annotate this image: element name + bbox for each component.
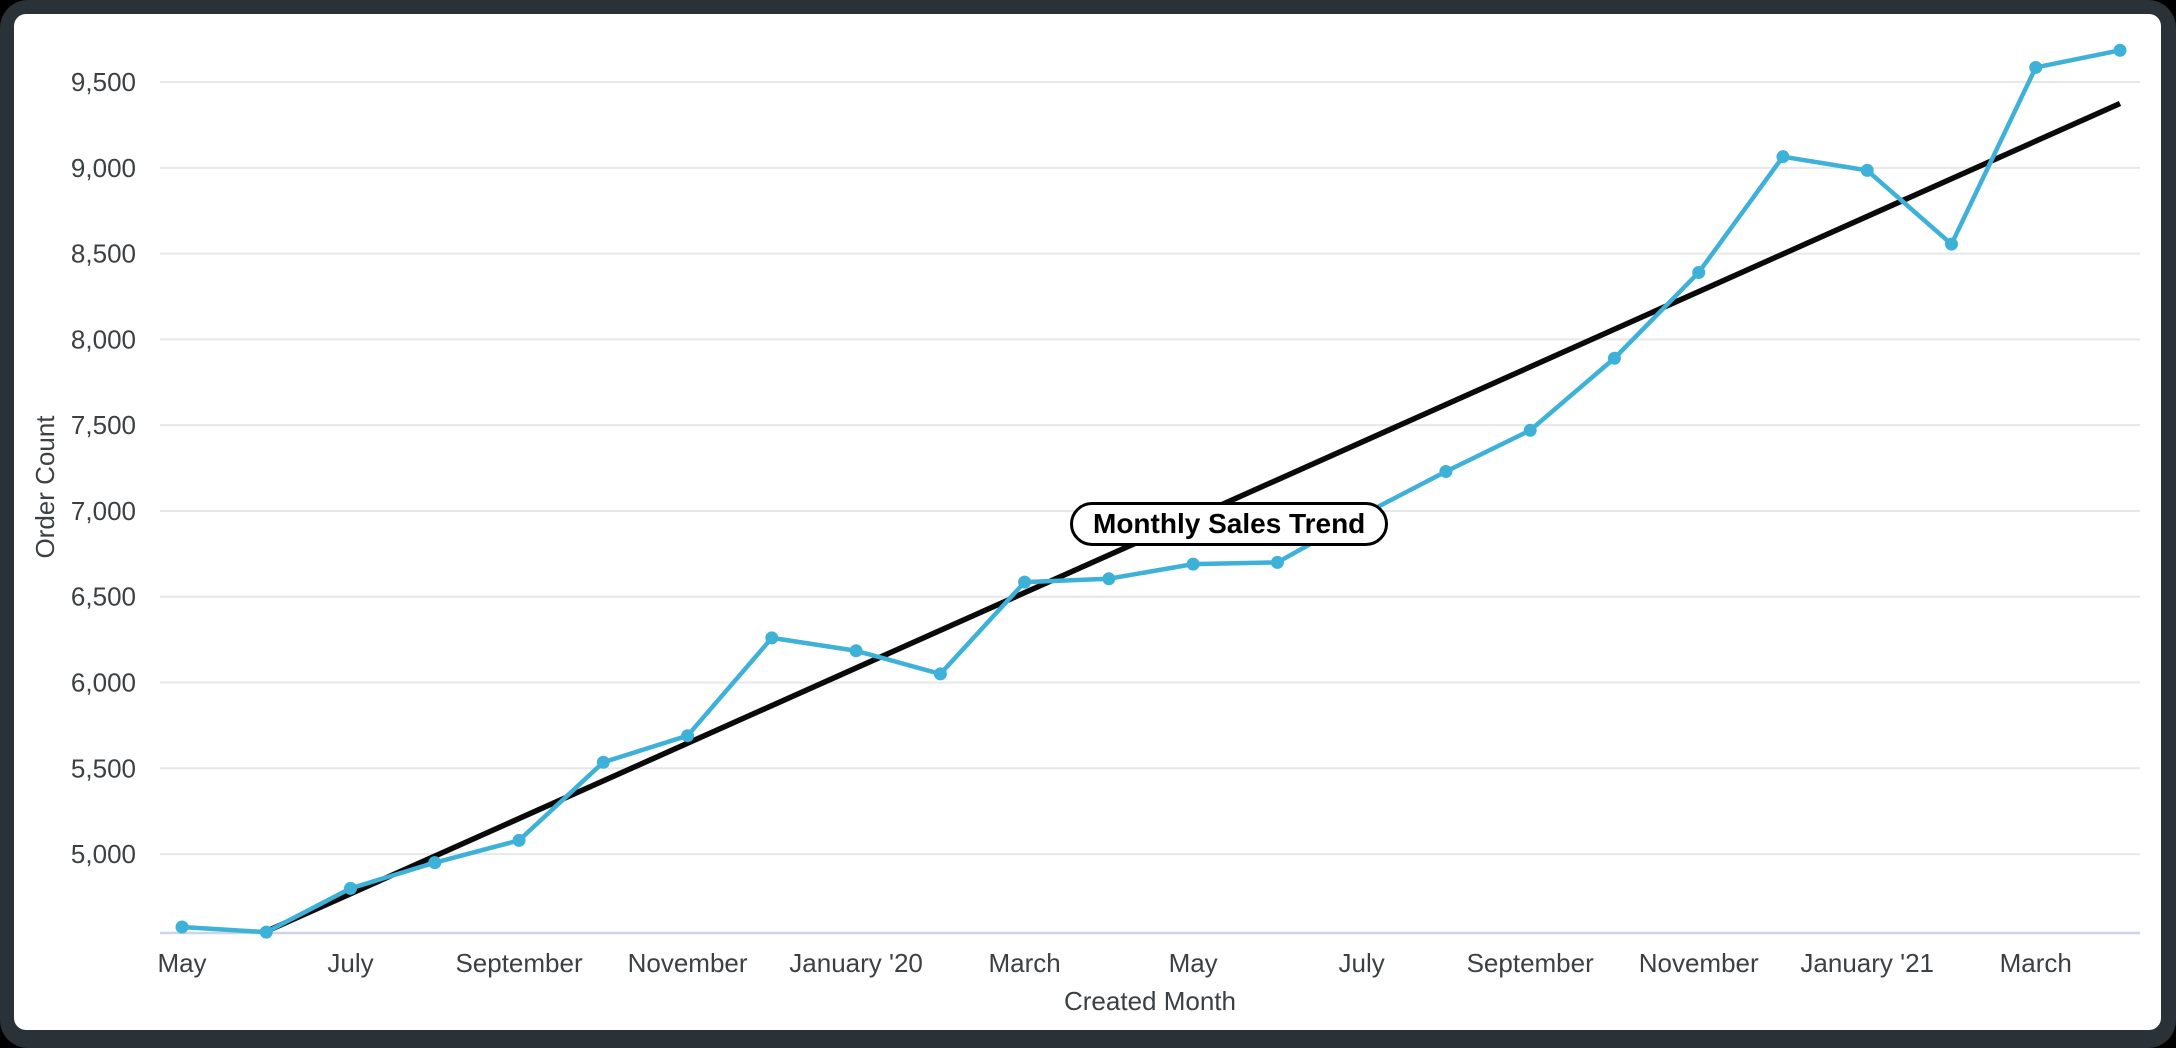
y-tick-label: 7,000 xyxy=(71,496,136,526)
x-tick-label: May xyxy=(1169,948,1218,978)
x-tick-label: January '21 xyxy=(1800,948,1934,978)
x-tick-label: March xyxy=(988,948,1060,978)
data-point[interactable] xyxy=(765,631,779,645)
y-axis-title: Order Count xyxy=(30,415,60,559)
data-point[interactable] xyxy=(849,644,863,658)
x-tick-label: November xyxy=(628,948,748,978)
x-tick-label: September xyxy=(455,948,583,978)
y-tick-label: 7,500 xyxy=(71,410,136,440)
x-tick-label: September xyxy=(1467,948,1595,978)
data-point[interactable] xyxy=(512,833,526,847)
data-point[interactable] xyxy=(2113,43,2127,57)
series-line xyxy=(179,48,2123,935)
data-point[interactable] xyxy=(1270,555,1284,569)
data-point[interactable] xyxy=(175,920,189,934)
y-tick-label: 5,000 xyxy=(71,839,136,869)
trendline-label-text: Monthly Sales Trend xyxy=(1093,508,1366,539)
x-tick-label: November xyxy=(1639,948,1759,978)
data-point[interactable] xyxy=(1860,163,1874,177)
data-point[interactable] xyxy=(1102,572,1116,586)
x-tick-label: January '20 xyxy=(789,948,923,978)
x-tick-label: July xyxy=(327,948,373,978)
y-tick-label: 8,500 xyxy=(71,239,136,269)
data-point[interactable] xyxy=(1607,351,1621,365)
data-point[interactable] xyxy=(1523,423,1537,437)
data-point[interactable] xyxy=(1439,464,1453,478)
x-axis-title: Created Month xyxy=(1064,986,1236,1016)
y-tick-label: 6,500 xyxy=(71,582,136,612)
y-tick-label: 9,000 xyxy=(71,153,136,183)
data-point[interactable] xyxy=(259,925,273,939)
y-tick-label: 6,000 xyxy=(71,668,136,698)
x-tick-label: March xyxy=(2000,948,2072,978)
data-point[interactable] xyxy=(1692,265,1706,279)
data-point[interactable] xyxy=(344,881,358,895)
data-point[interactable] xyxy=(1944,237,1958,251)
x-tick-label: July xyxy=(1339,948,1385,978)
data-point[interactable] xyxy=(1776,150,1790,164)
data-point[interactable] xyxy=(596,755,610,769)
y-tick-label: 9,500 xyxy=(71,67,136,97)
y-tick-label: 8,000 xyxy=(71,324,136,354)
data-point[interactable] xyxy=(2029,60,2043,74)
trendline-label-pill: Monthly Sales Trend xyxy=(1070,502,1389,546)
data-point[interactable] xyxy=(1186,557,1200,571)
data-point[interactable] xyxy=(1018,575,1032,589)
x-tick-label: May xyxy=(157,948,206,978)
data-point[interactable] xyxy=(428,856,442,870)
data-point[interactable] xyxy=(681,729,695,743)
data-point[interactable] xyxy=(933,667,947,681)
y-tick-label: 5,500 xyxy=(71,753,136,783)
